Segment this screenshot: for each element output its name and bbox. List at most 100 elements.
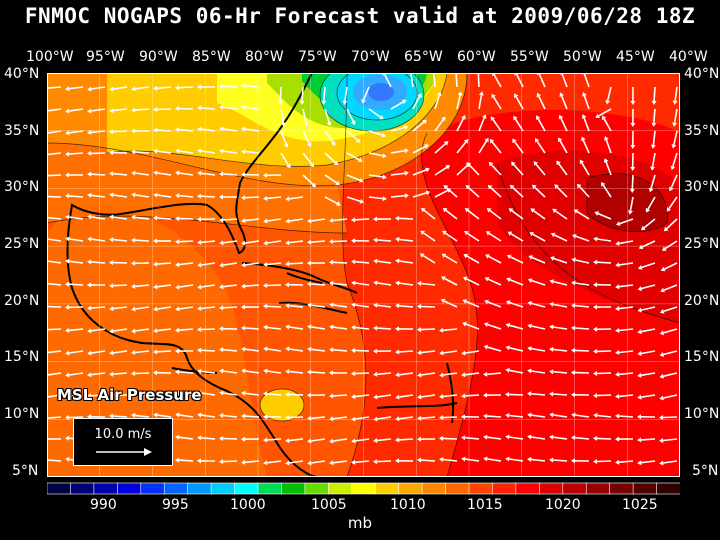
wind-vector (650, 174, 656, 189)
wind-vector-head (637, 414, 641, 420)
wind-vector-head (65, 193, 70, 199)
wind-vector (596, 460, 612, 463)
wind-vector (201, 437, 216, 440)
wind-vector (553, 414, 568, 418)
wind-vector-head (131, 237, 136, 243)
wind-vector (222, 240, 238, 244)
wind-vector-head (65, 86, 70, 92)
wind-vector-head (175, 390, 180, 396)
wind-vector (390, 172, 405, 176)
wind-vector-head (131, 214, 136, 220)
wind-vector (135, 194, 150, 198)
wind-vector (468, 164, 480, 176)
wind-vector (509, 324, 524, 330)
wind-vector (280, 152, 289, 166)
wind-vector (201, 306, 216, 310)
colorbar-swatch (609, 482, 634, 495)
wind-vector-head (175, 193, 180, 199)
wind-vector (444, 232, 458, 242)
wind-vector (560, 117, 568, 132)
wind-vector (310, 240, 326, 243)
wind-vector-head (445, 165, 451, 170)
wind-vector-head (593, 304, 597, 310)
wind-vector-head (109, 192, 114, 198)
wind-vector (575, 235, 590, 242)
wind-vector-head (506, 254, 512, 260)
lon-label: 45°W (616, 49, 655, 65)
wind-vector-head (581, 114, 587, 119)
wind-vector-head (285, 392, 290, 397)
wind-vector (47, 459, 62, 462)
wind-vector-head (511, 161, 516, 167)
wind-vector-head (659, 415, 664, 420)
wind-vector (487, 301, 502, 308)
wind-vector (267, 196, 282, 200)
wind-vector-head (462, 299, 468, 304)
wind-vector (442, 416, 458, 419)
wind-vector (509, 414, 524, 418)
wind-vector (377, 372, 392, 376)
wind-vector-head (557, 137, 563, 143)
wind-vector-head (219, 347, 224, 353)
wind-vector-head (505, 434, 510, 440)
wind-vector (200, 107, 216, 110)
wind-vector-head (329, 438, 334, 444)
wind-vector-head (219, 413, 224, 418)
wind-vector (90, 108, 106, 112)
wind-vector (509, 279, 524, 286)
wind-vector (619, 284, 634, 288)
wind-vector (377, 282, 392, 286)
wind-vector-head (153, 349, 158, 355)
wind-vector-head (351, 325, 356, 330)
wind-vector-head (175, 127, 180, 133)
wind-vector-head (361, 99, 366, 104)
wind-vector-head (307, 324, 312, 330)
wind-vector-head (263, 460, 268, 466)
wind-vector-head (373, 348, 377, 354)
wind-vector-head (461, 393, 466, 399)
wind-vector (552, 393, 568, 396)
wind-vector-head (637, 307, 642, 313)
wind-vector (156, 217, 172, 220)
wind-vector (456, 118, 465, 132)
wind-vector-head (487, 184, 493, 190)
wind-vector-head (536, 115, 541, 120)
wind-vector-head (131, 283, 136, 289)
wind-vector (324, 130, 334, 143)
wind-vector-head (351, 302, 356, 308)
wind-vector (302, 130, 311, 144)
wind-vector (69, 86, 84, 90)
wind-vector-head (351, 459, 356, 465)
wind-vector-head (532, 184, 537, 190)
wind-vector-head (527, 301, 533, 306)
wind-vector-head (153, 391, 158, 397)
colorbar-swatch (562, 482, 588, 495)
wind-vector-head (263, 368, 268, 374)
wind-vector (135, 284, 150, 288)
wind-vector (553, 370, 568, 374)
wind-vector (333, 304, 348, 308)
lat-label: 15°N (684, 349, 720, 365)
wind-vector (113, 86, 128, 90)
lon-label: 80°W (245, 49, 284, 65)
wind-vector-head (109, 283, 114, 289)
wind-vector-head (219, 148, 224, 154)
wind-vector (531, 347, 546, 352)
wind-vector (651, 152, 656, 167)
wind-vector-head (465, 185, 471, 190)
wind-vector-head (329, 259, 334, 265)
wind-vector-head (285, 240, 290, 246)
colorbar-swatch (539, 482, 564, 495)
wind-vector-head (417, 281, 422, 286)
wind-vector-head (637, 394, 642, 400)
wind-vector (574, 282, 590, 286)
wind-vector (491, 141, 502, 154)
wind-vector (134, 239, 150, 242)
wind-vector (178, 172, 194, 176)
wind-vector (432, 73, 436, 88)
wind-vector-head (285, 324, 290, 330)
pressure-map[interactable] (47, 73, 680, 477)
wind-vector-head (131, 328, 136, 334)
wind-vector (672, 152, 678, 167)
wind-vector-head (336, 201, 341, 206)
